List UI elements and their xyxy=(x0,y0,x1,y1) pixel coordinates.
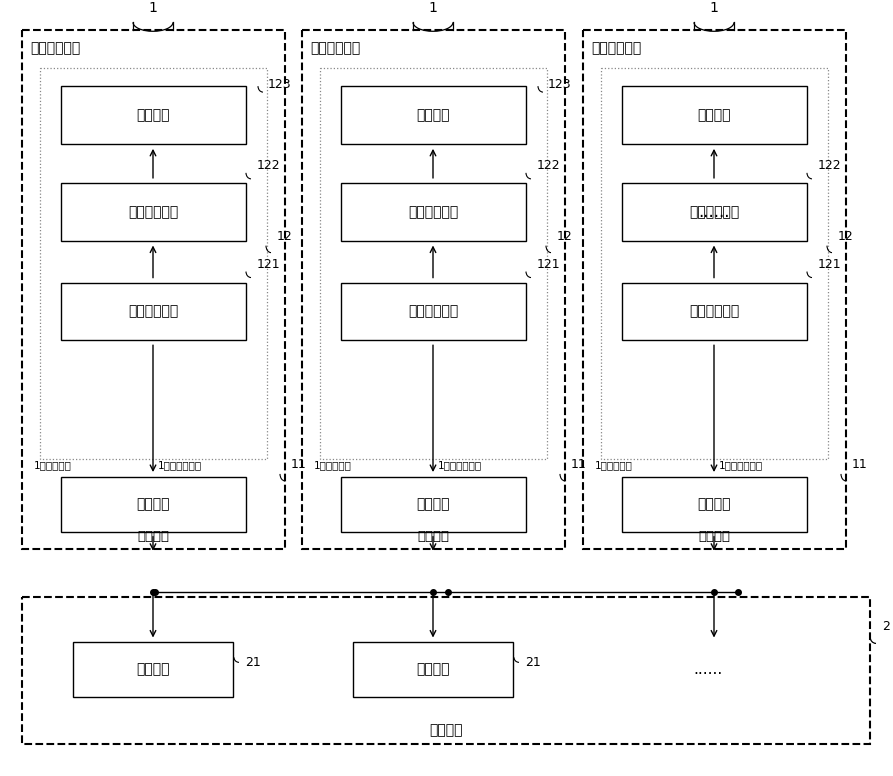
Text: 1: 1 xyxy=(429,2,438,16)
Text: 1: 1 xyxy=(148,2,157,16)
Text: ......: ...... xyxy=(693,662,722,677)
Bar xyxy=(61,282,246,341)
Bar xyxy=(22,597,870,744)
Text: 1路间隙信号: 1路间隙信号 xyxy=(314,460,352,470)
Bar xyxy=(302,30,565,549)
Text: 电源模块: 电源模块 xyxy=(430,723,463,737)
Text: 电源单元: 电源单元 xyxy=(137,663,170,677)
Text: 12: 12 xyxy=(277,230,293,243)
Bar xyxy=(353,643,513,698)
Text: 12: 12 xyxy=(838,230,854,243)
Text: 122: 122 xyxy=(818,159,841,172)
Bar xyxy=(22,30,285,549)
Bar xyxy=(622,282,807,341)
Bar xyxy=(61,477,246,532)
Text: 激励调理单元: 激励调理单元 xyxy=(128,304,178,318)
Bar xyxy=(341,183,526,241)
Text: 检测模块: 检测模块 xyxy=(416,497,450,511)
Text: 激励调理单元: 激励调理单元 xyxy=(689,304,739,318)
Text: 输出单元: 输出单元 xyxy=(137,108,170,122)
Text: 121: 121 xyxy=(257,258,280,271)
Bar xyxy=(320,68,547,459)
Text: 1路间隙信号: 1路间隙信号 xyxy=(34,460,71,470)
Text: 运算处理单元: 运算处理单元 xyxy=(128,205,178,219)
Bar xyxy=(601,68,828,459)
Text: 1路加速度信号: 1路加速度信号 xyxy=(719,460,764,470)
Text: 检测通路: 检测通路 xyxy=(698,530,730,543)
Text: 11: 11 xyxy=(852,459,868,472)
Text: 123: 123 xyxy=(548,78,572,91)
Text: 激励调理单元: 激励调理单元 xyxy=(408,304,458,318)
Text: 信号处理模块: 信号处理模块 xyxy=(30,41,80,55)
Text: 21: 21 xyxy=(245,656,261,669)
Text: 21: 21 xyxy=(525,656,541,669)
Bar xyxy=(622,477,807,532)
Text: 2: 2 xyxy=(882,620,890,633)
Bar xyxy=(622,86,807,144)
Text: 电源单元: 电源单元 xyxy=(416,663,450,677)
Text: 1路加速度信号: 1路加速度信号 xyxy=(158,460,202,470)
Text: 信号处理模块: 信号处理模块 xyxy=(591,41,641,55)
Text: 运算处理单元: 运算处理单元 xyxy=(408,205,458,219)
Text: ......: ...... xyxy=(698,203,730,220)
Text: 输出单元: 输出单元 xyxy=(416,108,450,122)
Text: 123: 123 xyxy=(268,78,292,91)
Bar xyxy=(583,30,846,549)
Bar xyxy=(73,643,233,698)
Text: 信号处理模块: 信号处理模块 xyxy=(310,41,360,55)
Text: 122: 122 xyxy=(537,159,561,172)
Text: 运算处理单元: 运算处理单元 xyxy=(689,205,739,219)
Text: 121: 121 xyxy=(818,258,841,271)
Text: 122: 122 xyxy=(257,159,280,172)
Text: 1路加速度信号: 1路加速度信号 xyxy=(438,460,482,470)
Text: 1: 1 xyxy=(710,2,719,16)
Bar xyxy=(341,86,526,144)
Bar xyxy=(61,86,246,144)
Bar xyxy=(341,282,526,341)
Bar xyxy=(61,183,246,241)
Text: 检测模块: 检测模块 xyxy=(697,497,730,511)
Text: 121: 121 xyxy=(537,258,561,271)
Bar xyxy=(341,477,526,532)
Text: 检测模块: 检测模块 xyxy=(137,497,170,511)
Text: 输出单元: 输出单元 xyxy=(697,108,730,122)
Bar xyxy=(622,183,807,241)
Text: 检测通路: 检测通路 xyxy=(417,530,449,543)
Text: 11: 11 xyxy=(291,459,307,472)
Text: 1路间隙信号: 1路间隙信号 xyxy=(595,460,633,470)
Bar xyxy=(40,68,267,459)
Text: 11: 11 xyxy=(571,459,587,472)
Text: 检测通路: 检测通路 xyxy=(137,530,169,543)
Text: 12: 12 xyxy=(557,230,572,243)
